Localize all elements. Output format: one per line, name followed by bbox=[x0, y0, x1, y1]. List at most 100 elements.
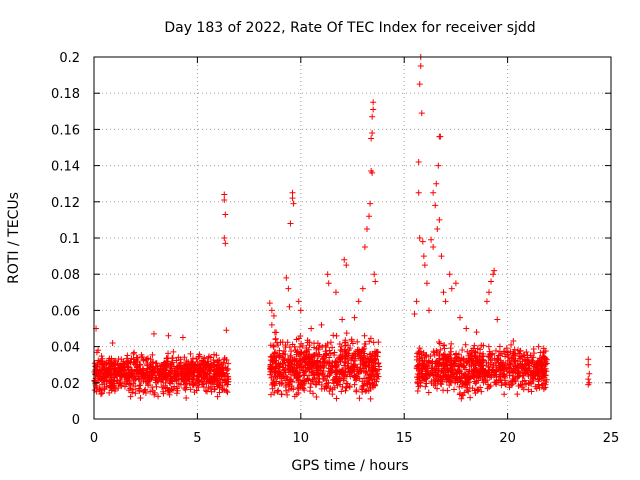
data-point bbox=[468, 347, 475, 354]
data-point bbox=[436, 338, 443, 345]
data-point bbox=[316, 342, 323, 349]
data-point bbox=[466, 367, 473, 374]
data-point bbox=[290, 200, 297, 207]
data-point bbox=[429, 360, 436, 367]
x-tick-label: 0 bbox=[90, 431, 98, 446]
data-point bbox=[461, 362, 468, 369]
data-point bbox=[299, 342, 306, 349]
data-point bbox=[183, 376, 190, 383]
data-point bbox=[221, 196, 228, 203]
data-point bbox=[446, 373, 453, 380]
data-point bbox=[480, 350, 487, 357]
data-point bbox=[361, 332, 368, 339]
data-point bbox=[222, 211, 229, 218]
data-point bbox=[211, 386, 218, 393]
data-point bbox=[338, 343, 345, 350]
data-point bbox=[283, 274, 290, 281]
data-point bbox=[435, 162, 442, 169]
data-point bbox=[269, 385, 276, 392]
data-point bbox=[332, 289, 339, 296]
data-point bbox=[431, 349, 438, 356]
data-point bbox=[272, 349, 279, 356]
data-point bbox=[303, 352, 310, 359]
data-point bbox=[456, 374, 463, 381]
data-point bbox=[541, 348, 548, 355]
data-point bbox=[375, 361, 382, 368]
data-point bbox=[480, 379, 487, 386]
data-point bbox=[126, 381, 133, 388]
data-point bbox=[451, 386, 458, 393]
data-point bbox=[437, 377, 444, 384]
data-point bbox=[366, 372, 373, 379]
data-points bbox=[91, 54, 593, 402]
data-point bbox=[471, 342, 478, 349]
y-tick-label: 0 bbox=[72, 413, 80, 428]
data-point bbox=[443, 357, 450, 364]
data-point bbox=[308, 359, 315, 366]
data-point bbox=[137, 395, 144, 402]
data-point bbox=[477, 350, 484, 357]
y-tick-label: 0.04 bbox=[51, 341, 80, 356]
data-point bbox=[150, 359, 157, 366]
data-point bbox=[437, 346, 444, 353]
data-point bbox=[436, 340, 443, 347]
data-point bbox=[413, 298, 420, 305]
data-point bbox=[127, 393, 134, 400]
data-point bbox=[179, 366, 186, 373]
data-point bbox=[426, 359, 433, 366]
data-point bbox=[287, 363, 294, 370]
data-point bbox=[473, 364, 480, 371]
data-point bbox=[109, 381, 116, 388]
data-point bbox=[491, 267, 498, 274]
data-point bbox=[294, 374, 301, 381]
data-point bbox=[438, 253, 445, 260]
data-point bbox=[324, 271, 331, 278]
data-point bbox=[446, 271, 453, 278]
data-point bbox=[276, 347, 283, 354]
data-point bbox=[353, 388, 360, 395]
x-tick-label: 20 bbox=[499, 431, 516, 446]
data-point bbox=[276, 352, 283, 359]
data-point bbox=[346, 383, 353, 390]
data-point bbox=[440, 289, 447, 296]
data-point bbox=[285, 386, 292, 393]
data-point bbox=[363, 363, 370, 370]
data-point bbox=[419, 238, 426, 245]
data-point bbox=[514, 391, 521, 398]
data-point bbox=[351, 381, 358, 388]
data-point bbox=[321, 358, 328, 365]
data-point bbox=[221, 191, 228, 198]
data-point bbox=[342, 358, 349, 365]
data-point bbox=[138, 353, 145, 360]
data-point bbox=[146, 372, 153, 379]
data-point bbox=[448, 348, 455, 355]
data-point bbox=[146, 378, 153, 385]
data-point bbox=[190, 372, 197, 379]
data-point bbox=[215, 365, 222, 372]
data-point bbox=[415, 349, 422, 356]
data-point bbox=[315, 378, 322, 385]
data-point bbox=[414, 362, 421, 369]
data-point bbox=[433, 363, 440, 370]
data-point bbox=[272, 335, 279, 342]
data-point bbox=[360, 368, 367, 375]
data-point bbox=[223, 327, 230, 334]
data-point bbox=[225, 360, 232, 367]
data-point bbox=[96, 386, 103, 393]
data-point bbox=[504, 349, 511, 356]
data-point bbox=[271, 389, 278, 396]
data-point bbox=[130, 350, 137, 357]
y-tick-label: 0.02 bbox=[51, 377, 80, 392]
data-point bbox=[509, 369, 516, 376]
data-point bbox=[211, 374, 218, 381]
data-point bbox=[118, 363, 125, 370]
data-point bbox=[488, 357, 495, 364]
data-point bbox=[201, 375, 208, 382]
data-point bbox=[430, 244, 437, 251]
data-point bbox=[166, 391, 173, 398]
data-point bbox=[300, 382, 307, 389]
data-point bbox=[270, 343, 277, 350]
data-point bbox=[519, 384, 526, 391]
data-point bbox=[293, 358, 300, 365]
y-tick-label: 0.12 bbox=[51, 196, 80, 211]
